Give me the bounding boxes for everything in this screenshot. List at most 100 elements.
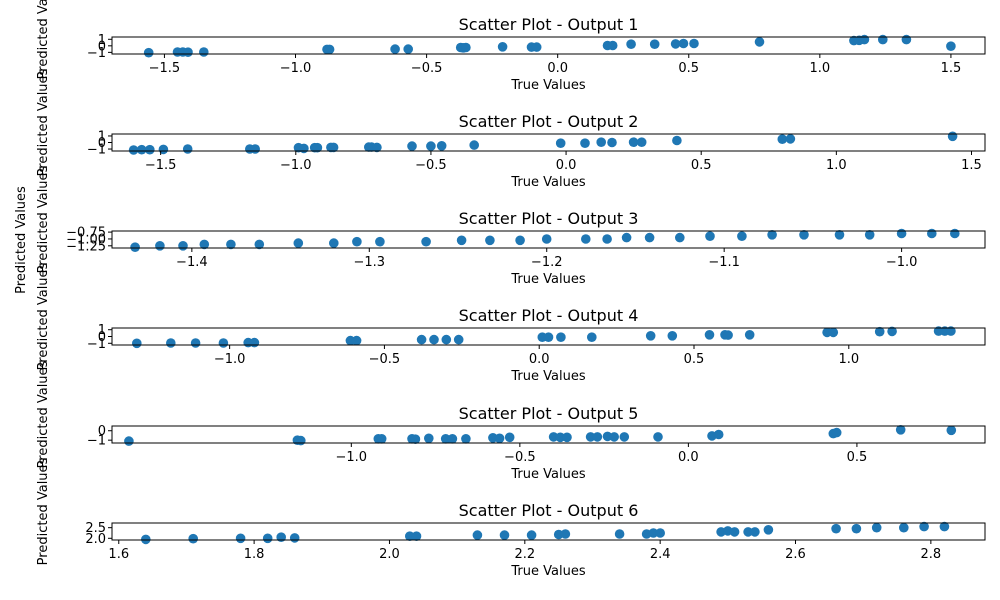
scatter-point (329, 238, 339, 248)
scatter-point (541, 234, 552, 244)
scatter-point (485, 235, 495, 246)
scatter-point (619, 432, 630, 442)
scatter-point (447, 434, 458, 444)
axes-frame (111, 425, 986, 444)
scatter-point (621, 232, 632, 243)
scatter-point (946, 425, 957, 436)
scatter-point (743, 527, 753, 537)
scatter-point (744, 330, 755, 340)
axes-frame (111, 133, 986, 152)
scatter-point (461, 42, 471, 53)
x-tick-label: −1.5 (149, 61, 181, 76)
scatter-point (628, 137, 639, 147)
scatter-point (424, 433, 434, 444)
scatter-point (390, 44, 400, 54)
scatter-point (296, 435, 306, 446)
scatter-point (411, 531, 422, 541)
scatter-point (895, 425, 906, 435)
scatter-point (704, 330, 715, 340)
scatter-point (785, 134, 796, 144)
subplot-title: Scatter Plot - Output 1 (459, 15, 639, 34)
x-tick-label: −1.5 (145, 158, 177, 173)
x-tick-label: −1.0 (336, 450, 368, 465)
shared-ylabel: Predicted Values (14, 186, 29, 294)
scatter-point (750, 527, 760, 537)
scatter-point (723, 330, 733, 340)
y-tick-label: 0 (98, 424, 106, 439)
scatter-point (919, 521, 929, 532)
scatter-point (636, 137, 647, 147)
scatter-point (678, 38, 689, 49)
y-tick-label: 1 (98, 323, 106, 338)
scatter-point (426, 141, 436, 151)
scatter-point (592, 432, 603, 442)
y-tick-label: −1 (87, 337, 106, 352)
x-tick-label: 0.5 (847, 450, 868, 465)
x-tick-label: −1.0 (214, 352, 246, 367)
scatter-point (199, 239, 210, 250)
scatter-point (130, 242, 140, 252)
scatter-point (901, 34, 912, 45)
subplot-1: Scatter Plot - Output 1 −1.5 −1.0 −0.5 0.0 0.… (36, 0, 986, 93)
y-tick-label: −1.00 (66, 232, 106, 247)
y-axis-label: Predicted Values (36, 165, 51, 273)
scatter-point (494, 433, 505, 444)
scatter-point (226, 239, 236, 250)
scatter-point (515, 235, 525, 246)
x-tick-label: 2.8 (921, 547, 942, 562)
scatter-point (602, 234, 612, 244)
x-tick-label: 0.5 (684, 352, 705, 367)
y-tick-label: 0 (98, 136, 106, 151)
scatter-point (407, 141, 417, 151)
x-tick-label: 0.5 (691, 158, 712, 173)
scatter-point (874, 326, 885, 337)
scatter-point (351, 335, 362, 346)
scatter-point (497, 42, 508, 52)
x-axis-label: True Values (510, 564, 585, 579)
scatter-point (607, 137, 617, 148)
x-tick-label: −0.5 (504, 450, 536, 465)
y-tick-label: 2.0 (85, 532, 106, 547)
scatter-point (190, 338, 201, 348)
axes-frame (111, 522, 986, 541)
scatter-point (145, 144, 155, 155)
subplot-3: Scatter Plot - Output 3 −1.4 −1.3 −1.2 −1.1 −… (36, 165, 986, 287)
scatter-point (644, 232, 655, 243)
scatter-point (166, 338, 176, 348)
scatter-point (235, 533, 246, 544)
scatter-point (560, 529, 571, 539)
scatter-point (851, 523, 862, 534)
y-axis-label: Predicted Values (36, 457, 51, 565)
scatter-point (183, 47, 193, 57)
scatter-point (585, 432, 596, 442)
scatter-point (249, 337, 260, 348)
scatter-point (864, 230, 875, 240)
scatter-point (581, 234, 591, 244)
scatter-point (672, 135, 682, 146)
scatter-point (896, 228, 907, 239)
scatter-point (421, 236, 431, 247)
scatter-point (834, 230, 845, 240)
scatter-point (555, 138, 566, 148)
x-tick-label: −1.1 (708, 255, 740, 270)
scatter-point (312, 142, 323, 153)
scatter-point (555, 432, 566, 443)
scatter-point (609, 432, 619, 442)
scatter-point (543, 332, 554, 343)
x-tick-label: 2.0 (379, 547, 400, 562)
x-tick-label: 1.8 (244, 547, 265, 562)
x-axis-label: True Values (510, 369, 585, 384)
y-axis-label: Predicted Values (36, 0, 51, 79)
scatter-point (262, 533, 273, 544)
x-tick-label: 1.5 (941, 61, 962, 76)
scatter-point (653, 432, 663, 442)
scatter-point (293, 238, 304, 248)
scatter-point (689, 38, 699, 49)
scatter-point (299, 143, 309, 154)
scatter-point (939, 521, 950, 532)
scatter-point (182, 144, 193, 154)
scatter-point (416, 334, 427, 345)
y-tick-label: 1 (98, 129, 106, 144)
scatter-point (461, 434, 471, 444)
scatter-point (927, 228, 937, 239)
